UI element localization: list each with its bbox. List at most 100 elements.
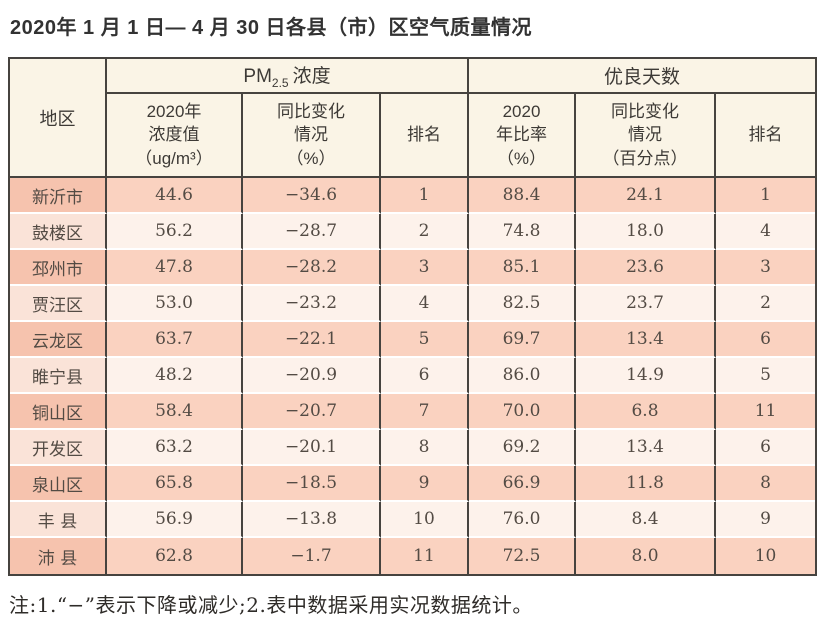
region-cell: 云龙区: [10, 322, 107, 358]
gd-ratio-cell: 88.4: [469, 178, 576, 214]
footnote: 注:1.“−”表示下降或减少;2.表中数据采用实况数据统计。: [9, 593, 533, 617]
pm-rank-cell: 8: [381, 430, 469, 466]
gd-change-cell: 8.4: [576, 502, 716, 538]
table-row: 铜山区 58.4 −20.7 7 70.0 6.8 11: [10, 394, 816, 430]
region-cell: 铜山区: [10, 394, 107, 430]
pm-change-cell: −18.5: [243, 466, 381, 502]
gd-rank-cell: 8: [716, 466, 816, 502]
table-row: 丰 县 56.9 −13.8 10 76.0 8.4 9: [10, 502, 816, 538]
region-cell: 睢宁县: [10, 358, 107, 394]
gd-rank-cell: 1: [716, 178, 816, 214]
gd-ratio-cell: 70.0: [469, 394, 576, 430]
col-header-gd-ratio: 2020 年比率 （%）: [469, 94, 576, 178]
table-row: 邳州市 47.8 −28.2 3 85.1 23.6 3: [10, 250, 816, 286]
pm-change-cell: −1.7: [243, 538, 381, 574]
pm-rank-cell: 11: [381, 538, 469, 574]
pm-rank-cell: 3: [381, 250, 469, 286]
gd-change-cell: 11.8: [576, 466, 716, 502]
col-header-gd-rank: 排名: [716, 94, 816, 178]
group-header-pm25: PM2.5 浓度: [107, 59, 469, 94]
gd-ratio-cell: 69.2: [469, 430, 576, 466]
pm-change-cell: −20.7: [243, 394, 381, 430]
table-row: 睢宁县 48.2 −20.9 6 86.0 14.9 5: [10, 358, 816, 394]
region-cell: 鼓楼区: [10, 214, 107, 250]
gd-change-cell: 13.4: [576, 430, 716, 466]
gd-change-cell: 14.9: [576, 358, 716, 394]
region-cell: 贾汪区: [10, 286, 107, 322]
gd-ratio-cell: 72.5: [469, 538, 576, 574]
pm25-subscript: 2.5: [271, 75, 289, 90]
gd-rank-cell: 11: [716, 394, 816, 430]
pm-rank-cell: 7: [381, 394, 469, 430]
col-header-pm-rank: 排名: [381, 94, 469, 178]
gd-rank-cell: 10: [716, 538, 816, 574]
pm-value-cell: 56.9: [107, 502, 243, 538]
pm-value-cell: 47.8: [107, 250, 243, 286]
col-header-gd-change: 同比变化 情况 （百分点）: [576, 94, 716, 178]
gd-ratio-cell: 85.1: [469, 250, 576, 286]
pm-value-cell: 65.8: [107, 466, 243, 502]
region-cell: 沛 县: [10, 538, 107, 574]
table-row: 沛 县 62.8 −1.7 11 72.5 8.0 10: [10, 538, 816, 574]
pm-rank-cell: 1: [381, 178, 469, 214]
pm-change-cell: −20.9: [243, 358, 381, 394]
pm-rank-cell: 9: [381, 466, 469, 502]
group-header-good-days: 优良天数: [469, 59, 816, 94]
pm25-suffix-label: 浓度: [292, 66, 331, 88]
gd-ratio-cell: 74.8: [469, 214, 576, 250]
region-cell: 开发区: [10, 430, 107, 466]
pm-rank-cell: 2: [381, 214, 469, 250]
region-cell: 邳州市: [10, 250, 107, 286]
gd-change-cell: 13.4: [576, 322, 716, 358]
region-cell: 新沂市: [10, 178, 107, 214]
pm-rank-cell: 10: [381, 502, 469, 538]
pm-value-cell: 56.2: [107, 214, 243, 250]
table-row: 新沂市 44.6 −34.6 1 88.4 24.1 1: [10, 178, 816, 214]
gd-ratio-cell: 82.5: [469, 286, 576, 322]
pm-change-cell: −28.2: [243, 250, 381, 286]
pm-value-cell: 44.6: [107, 178, 243, 214]
gd-rank-cell: 2: [716, 286, 816, 322]
pm25-label: PM: [243, 66, 272, 88]
pm-rank-cell: 4: [381, 286, 469, 322]
pm-change-cell: −13.8: [243, 502, 381, 538]
gd-change-cell: 6.8: [576, 394, 716, 430]
air-quality-table: 地区 PM2.5 浓度 优良天数 2020年 浓度值 （ug/m³） 同比变化 情…: [8, 57, 818, 576]
gd-rank-cell: 6: [716, 322, 816, 358]
pm-value-cell: 63.2: [107, 430, 243, 466]
gd-ratio-cell: 86.0: [469, 358, 576, 394]
col-header-pm-value: 2020年 浓度值 （ug/m³）: [107, 94, 243, 178]
pm-change-cell: −22.1: [243, 322, 381, 358]
group-header-row: 地区 PM2.5 浓度 优良天数: [10, 59, 816, 178]
col-header-region: 地区: [10, 59, 107, 178]
sub-header-row: 2020年 浓度值 （ug/m³） 同比变化 情况 （%） 排名 2020 年比…: [10, 94, 816, 178]
table-body: 新沂市 44.6 −34.6 1 88.4 24.1 1 鼓楼区 56.2 −2…: [10, 178, 816, 574]
table-header: 地区 PM2.5 浓度 优良天数 2020年 浓度值 （ug/m³） 同比变化 情…: [10, 59, 816, 178]
pm-rank-cell: 6: [381, 358, 469, 394]
gd-change-cell: 8.0: [576, 538, 716, 574]
gd-change-cell: 24.1: [576, 178, 716, 214]
region-cell: 丰 县: [10, 502, 107, 538]
pm-value-cell: 63.7: [107, 322, 243, 358]
col-header-pm-change: 同比变化 情况 （%）: [243, 94, 381, 178]
gd-rank-cell: 4: [716, 214, 816, 250]
pm-change-cell: −23.2: [243, 286, 381, 322]
region-cell: 泉山区: [10, 466, 107, 502]
table-row: 贾汪区 53.0 −23.2 4 82.5 23.7 2: [10, 286, 816, 322]
gd-rank-cell: 9: [716, 502, 816, 538]
page-title: 2020年 1 月 1 日— 4 月 30 日各县（市）区空气质量情况: [10, 17, 533, 39]
gd-rank-cell: 6: [716, 430, 816, 466]
pm-value-cell: 48.2: [107, 358, 243, 394]
gd-ratio-cell: 69.7: [469, 322, 576, 358]
gd-ratio-cell: 76.0: [469, 502, 576, 538]
pm-change-cell: −20.1: [243, 430, 381, 466]
table-row: 鼓楼区 56.2 −28.7 2 74.8 18.0 4: [10, 214, 816, 250]
table-row: 泉山区 65.8 −18.5 9 66.9 11.8 8: [10, 466, 816, 502]
gd-change-cell: 23.7: [576, 286, 716, 322]
pm-change-cell: −34.6: [243, 178, 381, 214]
pm-rank-cell: 5: [381, 322, 469, 358]
pm-value-cell: 58.4: [107, 394, 243, 430]
gd-change-cell: 23.6: [576, 250, 716, 286]
pm-value-cell: 62.8: [107, 538, 243, 574]
